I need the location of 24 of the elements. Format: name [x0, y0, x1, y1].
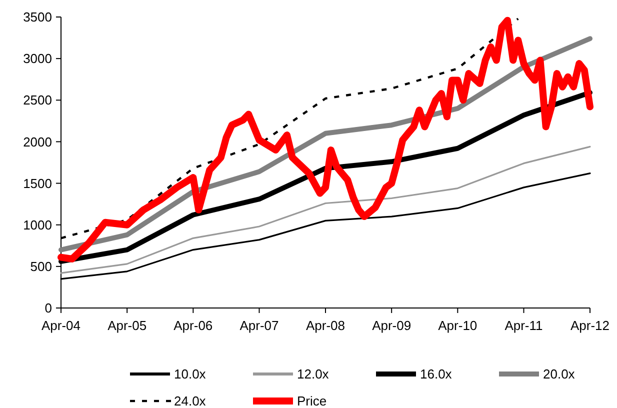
y-tick-label: 1500 [23, 176, 52, 191]
x-tick-label: Apr-09 [372, 318, 412, 333]
legend-label: Price [297, 394, 327, 408]
legend-label: 20.0x [543, 366, 576, 382]
x-tick-label: Apr-04 [41, 318, 81, 333]
y-tick-label: 0 [44, 300, 52, 316]
x-tick-label: Apr-05 [108, 318, 147, 333]
legend-label: 10.0x [174, 366, 206, 382]
x-tick-label: Apr-11 [504, 318, 543, 333]
x-tick-label: Apr-08 [306, 318, 346, 333]
legend-label: 12.0x [297, 366, 330, 382]
x-tick-label: Apr-07 [240, 318, 279, 333]
x-tick-label: Apr-06 [174, 318, 213, 333]
y-tick-label: 2000 [23, 134, 52, 150]
y-tick-label: 2500 [23, 92, 52, 108]
legend-label: 16.0x [420, 366, 452, 382]
legend-label: 24.0x [174, 394, 206, 408]
y-tick-label: 500 [30, 258, 52, 274]
y-tick-label: 1000 [23, 217, 52, 232]
line-series [60, 146, 591, 274]
y-tick-label: 3500 [23, 10, 52, 25]
x-tick-label: Apr-12 [570, 318, 610, 333]
y-tick-label: 3000 [23, 51, 52, 66]
x-tick-label: Apr-10 [438, 318, 478, 333]
